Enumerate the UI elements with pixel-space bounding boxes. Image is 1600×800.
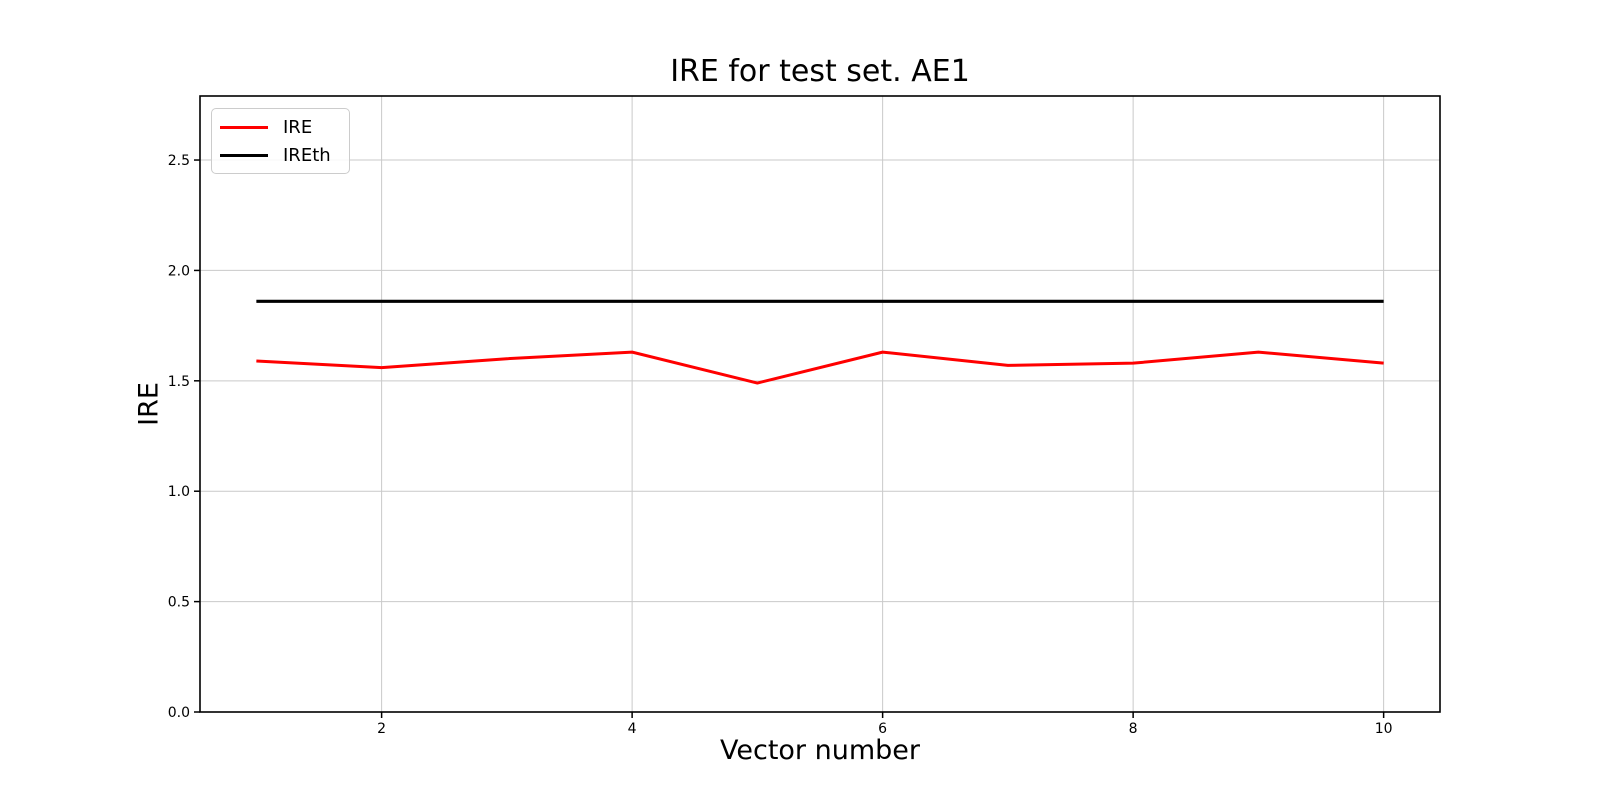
y-tick-label-0: 0.0 [168, 705, 190, 721]
x-tick-label-6: 6 [878, 721, 887, 737]
y-tick-label-1: 1.0 [168, 484, 190, 500]
x-tick-label-2: 2 [377, 721, 386, 737]
legend-line-swatch-ire [220, 125, 268, 129]
y-axis-label: IRE [133, 382, 165, 426]
legend-item-ireth: IREth [212, 141, 349, 169]
legend-line-swatch-ireth [220, 153, 268, 157]
chart-title: IRE for test set. AE1 [670, 54, 970, 89]
legend-item-ire: IRE [212, 113, 349, 141]
legend-label-ireth: IREth [283, 144, 331, 166]
ire-line [256, 350, 1384, 385]
legend: IRE IREth [211, 108, 350, 174]
legend-label-ire: IRE [283, 116, 313, 138]
x-tick-label-4: 4 [628, 721, 637, 737]
x-tick-label-10: 10 [1375, 721, 1393, 737]
y-tick-label-2.5: 2.5 [168, 153, 190, 169]
x-axis-label: Vector number [720, 735, 920, 766]
x-tick-label-8: 8 [1129, 721, 1138, 737]
y-tick-label-2: 2.0 [168, 263, 190, 279]
plot-border [199, 95, 1441, 713]
y-tick-label-1.5: 1.5 [168, 374, 190, 390]
y-tick-label-0.5: 0.5 [168, 595, 190, 611]
